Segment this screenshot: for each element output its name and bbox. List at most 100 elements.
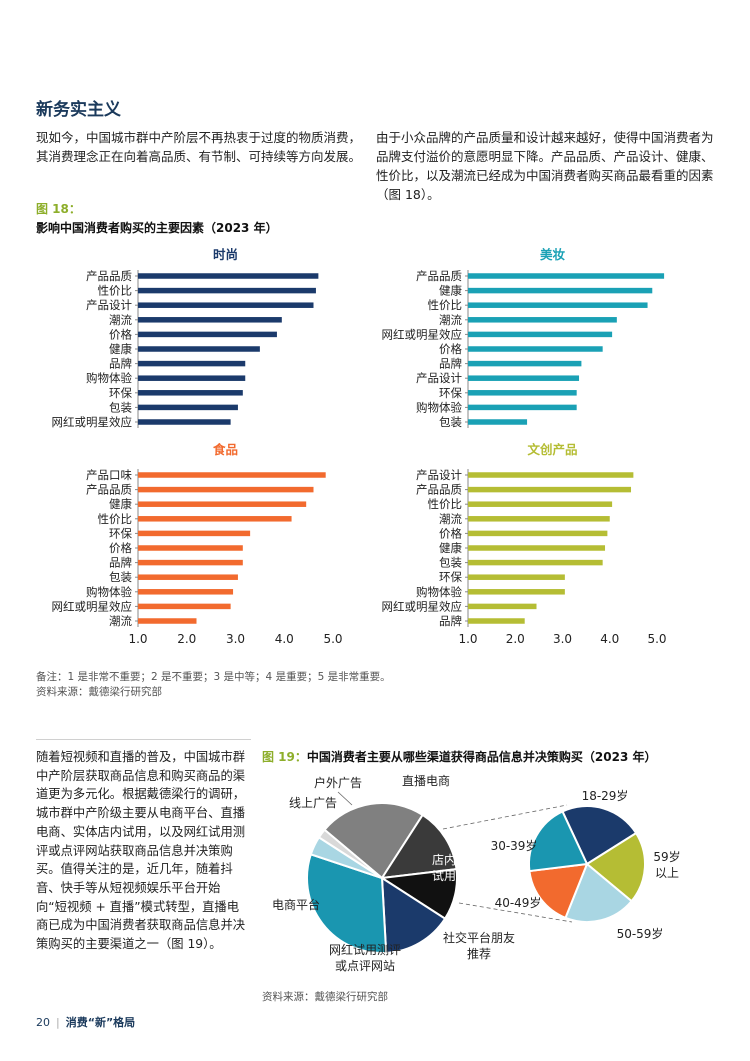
category-label: 产品设计: [416, 371, 462, 385]
slice-label: 试用: [432, 868, 456, 883]
connector-line: [442, 804, 568, 830]
category-label: 产品品质: [86, 269, 132, 283]
chart-title: 美妆: [540, 247, 566, 262]
figure-18-charts: 时尚产品品质性价比产品设计潮流价格健康品牌购物体验环保包装网红或明星效应美妆产品…: [52, 247, 667, 646]
category-label: 品牌: [109, 556, 132, 570]
category-label: 网红或明星效应: [382, 599, 463, 613]
x-tick-label: 1.0: [128, 632, 147, 646]
category-label: 品牌: [439, 357, 462, 371]
bar: [138, 360, 246, 367]
bar: [468, 559, 603, 566]
chart-title: 食品: [212, 442, 238, 457]
category-label: 潮流: [439, 313, 462, 327]
category-label: 包装: [109, 400, 132, 414]
bar: [138, 346, 260, 352]
category-label: 性价比: [98, 512, 133, 526]
category-label: 产品品质: [416, 269, 462, 283]
category-label: 潮流: [439, 512, 462, 526]
bar: [138, 404, 238, 411]
category-label: 包装: [439, 415, 462, 429]
category-label: 包装: [109, 570, 132, 584]
bar: [468, 472, 634, 478]
intro-paragraph-right: 由于小众品牌的产品质量和设计越来越好，使得中国消费者为品牌支付溢价的意愿明显下降…: [376, 130, 714, 202]
bar: [468, 574, 565, 580]
bar: [468, 603, 537, 610]
x-tick-label: 4.0: [275, 632, 294, 646]
category-label: 价格: [439, 342, 462, 356]
category-label: 环保: [439, 570, 462, 584]
slice-label: 线上广告: [289, 796, 337, 810]
divider: [36, 739, 251, 740]
x-tick-label: 5.0: [647, 632, 666, 646]
slice-label: 直播电商: [402, 773, 450, 788]
pie-slice: [528, 862, 589, 920]
category-label: 性价比: [428, 298, 463, 312]
slice-label: 电商平台: [272, 897, 320, 912]
pie-slice: [380, 876, 447, 954]
pie-slice: [306, 853, 388, 954]
bar: [138, 559, 243, 566]
bar: [468, 317, 617, 323]
category-label: 购物体验: [416, 400, 462, 414]
figure-18-title: 影响中国消费者购买的主要因素（2023 年）: [36, 221, 278, 235]
bar: [138, 618, 197, 624]
category-label: 性价比: [428, 497, 463, 511]
bar: [138, 530, 251, 537]
category-label: 网红或明星效应: [52, 415, 133, 429]
bar: [138, 375, 246, 381]
slice-label: 户外广告: [314, 775, 362, 790]
slice-label: 30-39岁: [491, 838, 538, 853]
pie-slice: [528, 810, 589, 873]
slice-label: 社交平台朋友: [443, 930, 515, 945]
bar: [138, 574, 238, 580]
slice-label: 或点评网站: [335, 959, 395, 973]
bar: [138, 419, 231, 425]
category-label: 网红或明星效应: [382, 327, 463, 341]
category-label: 环保: [439, 386, 462, 400]
category-label: 潮流: [109, 313, 132, 327]
pie-slice: [585, 831, 646, 903]
category-label: 健康: [109, 342, 132, 356]
bar: [468, 360, 582, 367]
bar: [468, 530, 608, 537]
category-label: 价格: [439, 526, 462, 540]
bar: [138, 331, 277, 338]
figure-19-label: 图 19：: [262, 750, 307, 764]
bar: [138, 603, 231, 610]
slice-label: 店内: [432, 853, 456, 867]
bar: [468, 404, 577, 411]
bar: [138, 302, 314, 308]
category-label: 健康: [439, 284, 462, 298]
chart-title: 时尚: [213, 247, 238, 262]
intro-paragraph-left: 现如今，中国城市群中产阶层不再热衷于过度的物质消费，其消费理念正在向着高品质、有…: [36, 130, 362, 164]
category-label: 产品设计: [416, 468, 462, 482]
x-tick-label: 4.0: [600, 632, 619, 646]
bar: [468, 486, 632, 493]
figure-19-source: 资料来源：戴德梁行研究部: [262, 991, 388, 1003]
x-tick-label: 1.0: [458, 632, 477, 646]
category-label: 环保: [109, 386, 132, 400]
connector-line: [458, 902, 573, 923]
section-title: 新务实主义: [36, 100, 121, 120]
category-label: 环保: [109, 526, 132, 540]
figure-19-title: 中国消费者主要从哪些渠道获得商品信息并决策购买（2023 年）: [306, 750, 657, 764]
bar: [138, 545, 243, 551]
slice-label: 网红试用测评: [329, 942, 401, 957]
bar: [468, 618, 525, 624]
category-label: 购物体验: [86, 585, 132, 599]
slice-label: 59岁: [653, 849, 680, 864]
bar: [468, 375, 580, 381]
channels-paragraph: 随着短视频和直播的普及，中国城市群中产阶层获取商品信息和购买商品的渠道更为多元化…: [36, 750, 246, 952]
category-label: 产品品质: [86, 483, 132, 497]
pie-slice: [317, 828, 383, 879]
leader-line: [337, 791, 353, 806]
bar: [468, 390, 577, 396]
bar: [138, 501, 307, 507]
x-tick-label: 3.0: [226, 632, 245, 646]
category-label: 健康: [109, 497, 132, 511]
bar: [468, 346, 603, 352]
